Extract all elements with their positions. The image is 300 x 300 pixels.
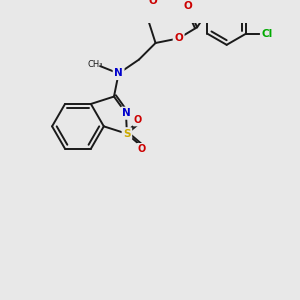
Text: S: S (123, 129, 131, 139)
Text: O: O (148, 0, 157, 6)
Text: O: O (134, 115, 142, 125)
Text: Cl: Cl (262, 29, 273, 39)
Text: O: O (184, 1, 192, 11)
Text: N: N (122, 108, 130, 118)
Text: O: O (138, 144, 146, 154)
Text: O: O (174, 33, 183, 43)
Text: N: N (114, 68, 123, 79)
Text: CH₃: CH₃ (88, 60, 103, 69)
